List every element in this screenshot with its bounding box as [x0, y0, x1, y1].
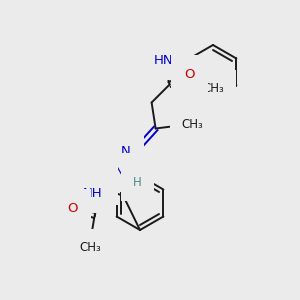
Text: O: O: [94, 179, 105, 192]
Text: NH: NH: [83, 187, 103, 200]
Text: CH₃: CH₃: [202, 82, 224, 94]
Text: O: O: [68, 202, 78, 215]
Text: CH₃: CH₃: [182, 118, 203, 131]
Text: HN: HN: [154, 54, 174, 67]
Text: H: H: [133, 176, 142, 189]
Text: N: N: [121, 145, 130, 158]
Text: O: O: [184, 68, 195, 81]
Text: CH₃: CH₃: [80, 241, 101, 254]
Text: N: N: [115, 166, 124, 179]
